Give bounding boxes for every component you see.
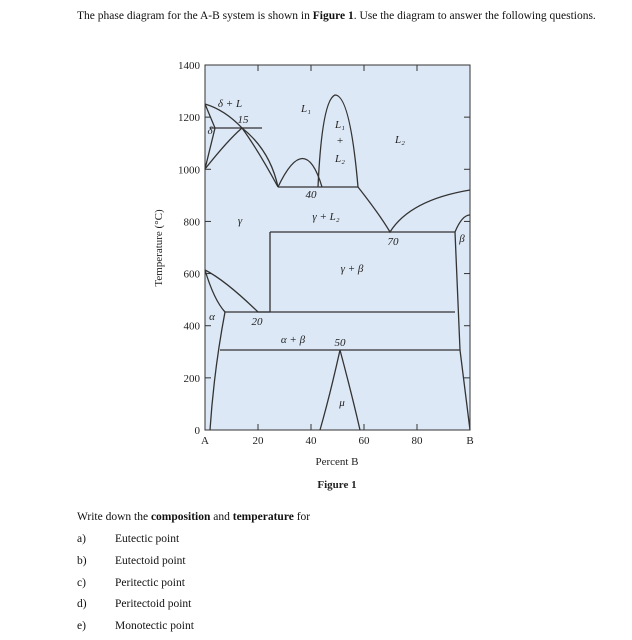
prompt-text: for [293, 511, 311, 523]
x-tick-label: A [201, 435, 209, 447]
region-label: 70 [388, 236, 400, 248]
question-text: Eutectoid point [115, 554, 186, 567]
question-text: Peritectoid point [115, 598, 192, 611]
phase-diagram: Percent B Figure 1 Temperature (°C) 1400… [153, 60, 474, 491]
y-tick-label: 400 [184, 321, 201, 333]
y-tick-label: 200 [184, 373, 201, 385]
region-label: + [336, 135, 343, 147]
prompt-bold: composition [150, 511, 211, 523]
region-label: L₂ [334, 153, 345, 165]
intro-text: The phase diagram for the A-B system is … [77, 10, 313, 22]
region-label: β [458, 233, 465, 245]
question-text: Monotectic point [115, 620, 194, 633]
region-label: L₁ [334, 119, 345, 131]
y-axis-label: Temperature (°C) [153, 209, 165, 287]
x-tick-label: 80 [412, 435, 424, 447]
y-tick-label: 1000 [178, 164, 201, 176]
question-text: Peritectic point [115, 576, 185, 589]
region-label: α [209, 311, 215, 323]
x-tick-label: 40 [306, 435, 318, 447]
region-label: δ + L [218, 98, 242, 110]
region-label: δ [207, 125, 213, 137]
phase-boundaries [204, 94, 471, 431]
x-axis-label: Percent B [315, 456, 358, 468]
region-label: γ + β [341, 263, 364, 275]
y-tick-label: 600 [184, 269, 201, 281]
x-tick-label: B [466, 435, 473, 447]
region-label: L₁ [300, 103, 311, 115]
plot-area [204, 64, 471, 431]
prompt-bold: temperature [232, 511, 294, 523]
region-label: μ [338, 397, 345, 409]
region-label: L₂ [394, 134, 405, 146]
x-tick-label: 60 [359, 435, 371, 447]
intro-bold: Figure 1 [312, 10, 354, 22]
question-label: e) [77, 620, 86, 633]
region-label: 40 [306, 189, 318, 201]
y-tick-label: 0 [195, 425, 201, 437]
prompt-text: Write down the [77, 511, 151, 523]
region-label: 50 [335, 337, 347, 349]
region-label: 20 [252, 316, 264, 328]
prompt: Write down the composition and temperatu… [77, 506, 310, 528]
prompt-text: and [210, 511, 233, 523]
region-label: 15 [238, 114, 250, 126]
y-tick-label: 1200 [178, 112, 201, 124]
question-text: Eutectic point [115, 533, 180, 545]
y-tick-label: 800 [184, 216, 201, 228]
y-tick-label: 1400 [178, 60, 201, 72]
caption: Figure 1 [317, 479, 356, 491]
question-label: d) [77, 598, 87, 611]
region-label: γ [238, 215, 243, 227]
x-tick-label: 20 [253, 435, 265, 447]
region-label: α + β [281, 334, 306, 346]
question-label: b) [77, 554, 87, 567]
question-label: c) [77, 576, 86, 589]
region-label: γ + L₂ [312, 211, 339, 223]
intro: The phase diagram for the A-B system is … [77, 5, 596, 27]
question-label: a) [77, 533, 86, 545]
intro-text: . Use the diagram to answer the followin… [353, 10, 596, 22]
